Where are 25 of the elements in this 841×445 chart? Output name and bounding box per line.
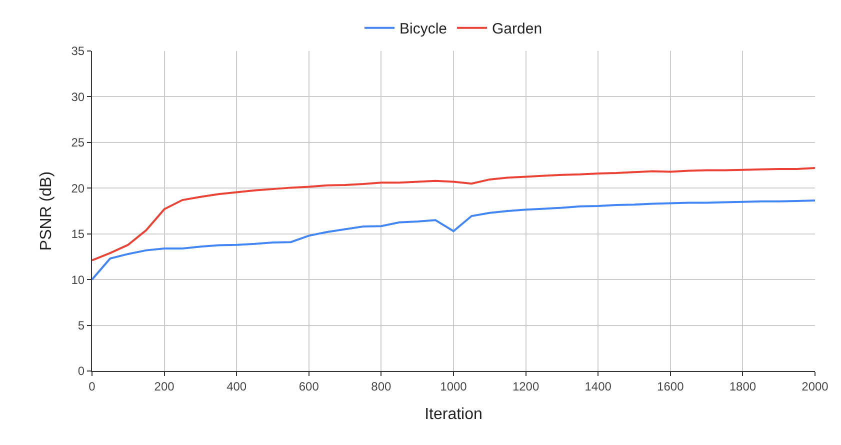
- x-tick-label: 1400: [584, 379, 612, 394]
- x-tick-label: 1000: [440, 379, 468, 394]
- line-series: [92, 167, 815, 262]
- x-tick-label: 600: [298, 379, 320, 394]
- y-tick-label: 10: [71, 272, 85, 287]
- x-tick-label: 200: [154, 379, 175, 394]
- legend-label: Garden: [492, 20, 542, 38]
- x-axis-title: Iteration: [424, 406, 482, 424]
- y-tick-label: 30: [71, 90, 85, 104]
- line-series: [92, 199, 815, 281]
- x-tick-label: 800: [371, 379, 392, 394]
- y-tick-label: 0: [78, 364, 85, 378]
- legend-label: Bicycle: [400, 20, 448, 38]
- x-tick-label: 1600: [657, 379, 684, 394]
- x-tick-label: 2000: [802, 379, 829, 394]
- y-tick-label: 5: [78, 318, 85, 332]
- x-tick-label: 1200: [512, 379, 540, 394]
- y-tick-label: 15: [71, 227, 85, 242]
- y-tick-label: 25: [71, 136, 85, 150]
- y-tick-label: 20: [71, 181, 85, 196]
- x-tick-label: 1800: [729, 379, 756, 394]
- x-tick-label: 400: [226, 379, 247, 394]
- y-tick-label: 35: [71, 44, 85, 58]
- x-tick-label: 0: [88, 379, 96, 394]
- y-axis-title: PSNR (dB): [38, 171, 56, 251]
